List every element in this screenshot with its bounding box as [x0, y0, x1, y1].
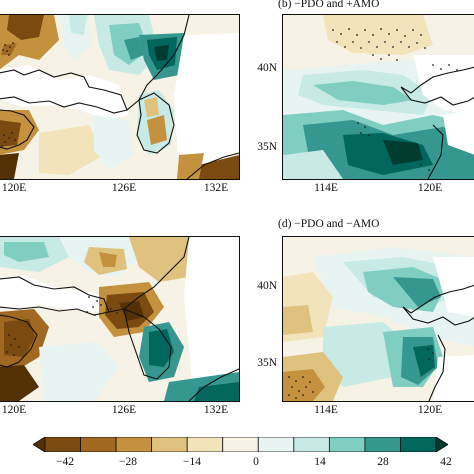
- panel-d-xtick-1: 114E: [314, 404, 338, 416]
- panel-c-xtick-1: 120E: [1, 404, 27, 416]
- colorbar-segment: [151, 437, 188, 452]
- colorbar-segment: [328, 437, 366, 452]
- map-panel-c: [0, 236, 240, 402]
- map-panel-d: [282, 236, 474, 402]
- colorbar-segment: [44, 437, 81, 452]
- colorbar-segment: [364, 437, 401, 452]
- colorbar-max-extension: [435, 437, 448, 452]
- panel-b-title: (b) −PDO and +AMO: [278, 0, 380, 10]
- colorbar-segment: [186, 437, 224, 452]
- colorbar-segment: [80, 437, 117, 452]
- colorbar-segment: [222, 437, 259, 452]
- map-a-canvas: [0, 15, 239, 179]
- panel-b-xtick-1: 114E: [314, 182, 338, 194]
- panel-b-ytick-1: 40N: [257, 62, 277, 74]
- colorbar-label-5: 14: [314, 456, 326, 468]
- colorbar-segment: [115, 437, 153, 452]
- colorbar: [33, 437, 448, 452]
- panel-b-xtick-2: 120E: [417, 182, 443, 194]
- colorbar-label-4: 0: [253, 456, 259, 468]
- colorbar-label-2: −28: [119, 456, 137, 468]
- panel-d-ytick-2: 35N: [257, 357, 277, 369]
- panel-d-ytick-1: 40N: [257, 280, 277, 292]
- map-b-canvas: [283, 15, 474, 179]
- colorbar-label-3: −14: [183, 456, 201, 468]
- colorbar-min-extension: [33, 437, 46, 452]
- panel-c-xtick-3: 132E: [203, 404, 229, 416]
- map-panel-a: [0, 14, 240, 180]
- panel-a-xtick-1: 120E: [1, 182, 27, 194]
- panel-d-title: (d) −PDO and −AMO: [278, 218, 380, 230]
- map-panel-b: [282, 14, 474, 180]
- panel-d-xtick-2: 120E: [417, 404, 443, 416]
- colorbar-segment: [293, 437, 330, 452]
- panel-a-xtick-3: 132E: [203, 182, 229, 194]
- map-c-canvas: [0, 237, 239, 401]
- colorbar-label-1: −42: [56, 456, 74, 468]
- colorbar-label-6: 28: [377, 456, 389, 468]
- colorbar-segment: [400, 437, 437, 452]
- colorbar-label-7: 42: [440, 456, 452, 468]
- panel-a-xtick-2: 126E: [111, 182, 137, 194]
- map-d-canvas: [283, 237, 474, 401]
- panel-b-ytick-2: 35N: [257, 141, 277, 153]
- panel-c-xtick-2: 126E: [111, 404, 137, 416]
- colorbar-segment: [257, 437, 295, 452]
